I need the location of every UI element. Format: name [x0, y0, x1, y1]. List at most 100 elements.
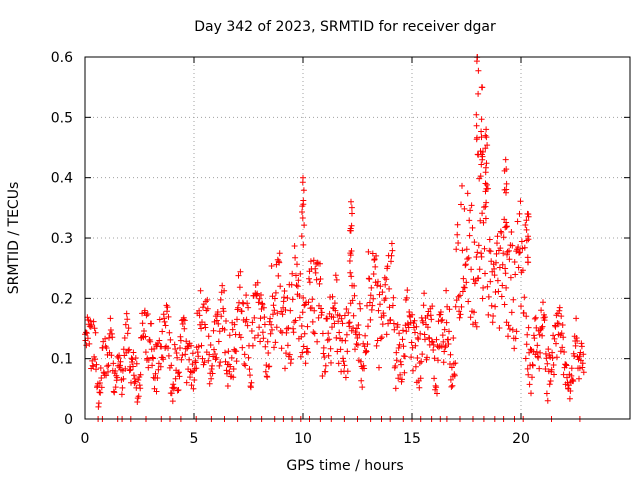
data-point [338, 315, 345, 322]
data-point [400, 343, 407, 350]
data-point [479, 210, 486, 217]
data-point [494, 240, 500, 247]
data-point [213, 354, 220, 361]
data-point [422, 336, 428, 343]
data-point [260, 304, 267, 311]
data-point [388, 240, 395, 247]
data-point [439, 316, 446, 323]
data-point [505, 333, 511, 340]
data-point [327, 345, 334, 352]
data-point [386, 285, 393, 292]
data-point [233, 348, 240, 355]
data-point [553, 354, 560, 361]
data-point [106, 334, 112, 341]
data-point [454, 231, 461, 238]
data-point [452, 360, 459, 367]
data-point [182, 351, 189, 358]
data-point [108, 352, 115, 359]
data-point [289, 296, 296, 303]
data-point [337, 346, 344, 353]
data-point [525, 233, 531, 240]
data-point [394, 321, 401, 328]
data-point [359, 384, 366, 391]
data-point [107, 327, 114, 333]
data-point [502, 156, 509, 163]
data-point [91, 325, 98, 332]
data-point [243, 316, 250, 323]
data-point [533, 348, 540, 355]
data-point [107, 315, 114, 322]
data-point [349, 210, 355, 217]
data-point [267, 330, 274, 337]
data-point [243, 292, 250, 299]
data-point [389, 302, 396, 309]
data-point [483, 181, 490, 188]
data-point [453, 246, 460, 253]
data-point [159, 328, 166, 335]
data-point [536, 365, 543, 372]
data-point [297, 353, 304, 360]
data-point [475, 90, 482, 97]
data-point [506, 256, 513, 263]
data-point [515, 244, 522, 251]
data-point [313, 276, 320, 283]
data-point [506, 247, 512, 254]
data-point [217, 296, 224, 303]
data-point [141, 328, 147, 334]
data-point [189, 361, 196, 368]
data-point [342, 337, 349, 344]
data-point [304, 345, 311, 352]
data-point [482, 145, 489, 152]
data-point [153, 388, 160, 395]
data-point [412, 329, 418, 336]
data-point [429, 339, 436, 345]
data-point [410, 367, 416, 374]
data-point [393, 357, 400, 364]
data-point [494, 277, 501, 284]
data-point [431, 375, 438, 382]
data-point [234, 316, 240, 323]
data-point [447, 351, 454, 358]
x-tick-label: 0 [81, 431, 90, 447]
data-point [378, 334, 385, 341]
data-point [311, 307, 318, 314]
data-point [278, 345, 285, 352]
data-point [241, 351, 248, 358]
y-tick-label: 0.4 [51, 171, 73, 187]
data-point [155, 360, 162, 367]
data-point [445, 341, 452, 347]
data-point [546, 381, 553, 388]
data-point [227, 363, 234, 370]
data-point [174, 354, 181, 361]
data-point [342, 374, 349, 381]
data-point [329, 293, 336, 300]
data-point [484, 283, 491, 290]
data-point [482, 180, 489, 187]
data-point [373, 342, 380, 349]
y-tick-label: 0.6 [51, 50, 73, 66]
data-point [285, 325, 292, 331]
data-point [471, 239, 478, 246]
data-point [183, 338, 190, 345]
data-point [267, 315, 274, 322]
data-point [465, 298, 472, 305]
data-point [209, 362, 216, 369]
data-point [502, 270, 509, 277]
data-point [368, 284, 375, 291]
data-point [331, 320, 338, 327]
data-point [481, 245, 488, 252]
data-point [556, 304, 563, 311]
data-point [325, 352, 332, 359]
data-point [205, 357, 212, 364]
data-point [168, 362, 175, 369]
data-point [273, 324, 280, 331]
data-point [498, 229, 505, 236]
data-point [348, 222, 355, 229]
data-point [383, 276, 390, 283]
data-point [480, 219, 487, 226]
data-point [415, 336, 422, 343]
data-point [353, 341, 360, 347]
data-point [139, 320, 146, 327]
data-point [302, 360, 309, 367]
data-point [256, 324, 263, 331]
